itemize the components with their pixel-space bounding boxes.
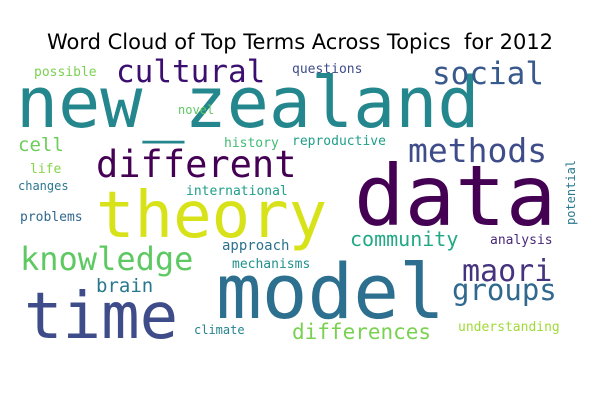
word-climate: climate: [194, 323, 245, 337]
word-analysis: analysis: [490, 233, 553, 248]
word-novel: novel: [178, 103, 214, 117]
word-international: international: [186, 184, 288, 199]
word-theory: theory: [96, 179, 327, 253]
word-reproductive: reproductive: [292, 134, 386, 149]
word-brain: brain: [96, 275, 153, 297]
word-time: time: [24, 280, 178, 354]
word-social: social: [432, 56, 544, 92]
word-life: life: [30, 162, 61, 177]
word-data: data: [354, 147, 556, 245]
word-cell: cell: [18, 134, 64, 156]
word-community: community: [350, 227, 458, 251]
word-new-zealand: new_zealand: [16, 62, 480, 144]
word-cultural: cultural: [116, 54, 265, 90]
chart-title: Word Cloud of Top Terms Across Topics fo…: [46, 30, 554, 54]
word-different: different: [96, 143, 296, 186]
word-history: history: [224, 136, 279, 151]
word-possible: possible: [34, 65, 97, 80]
word-groups: groups: [452, 273, 557, 307]
word-knowledge: knowledge: [20, 240, 193, 278]
word-potential: potential: [564, 160, 578, 225]
word-approach: approach: [222, 238, 289, 254]
word-maori: maori: [462, 254, 552, 289]
word-understanding: understanding: [458, 320, 560, 335]
word-questions: questions: [292, 62, 362, 77]
word-changes: changes: [18, 179, 69, 193]
word-differences: differences: [292, 320, 431, 344]
word-mechanisms: mechanisms: [232, 257, 310, 272]
word-model: model: [216, 247, 445, 336]
word-methods: methods: [408, 131, 547, 170]
word-problems: problems: [20, 210, 83, 225]
